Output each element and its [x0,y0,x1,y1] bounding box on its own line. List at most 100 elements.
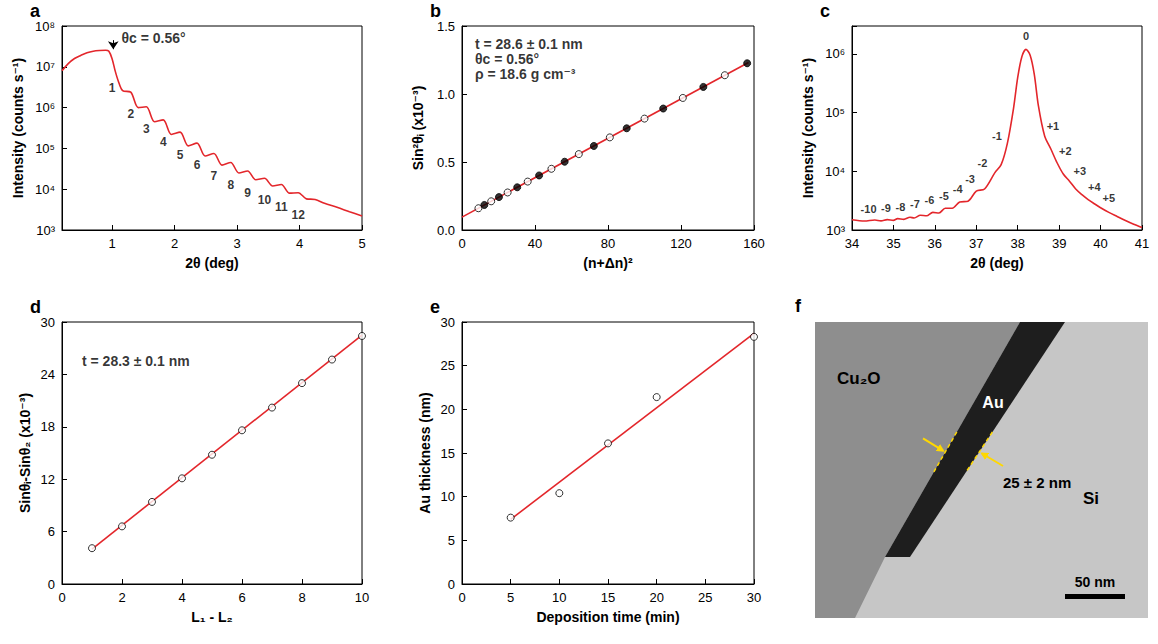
svg-text:0.5: 0.5 [437,155,455,170]
svg-text:9: 9 [244,186,251,200]
svg-text:0: 0 [58,590,65,605]
svg-text:0: 0 [1023,30,1029,42]
svg-text:c: c [820,1,830,21]
svg-text:10⁶: 10⁶ [825,46,845,61]
svg-text:(n+Δn)²: (n+Δn)² [583,255,633,271]
svg-text:3: 3 [233,236,240,251]
svg-text:t = 28.6 ± 0.1 nm: t = 28.6 ± 0.1 nm [475,36,583,52]
svg-text:80: 80 [601,236,615,251]
svg-text:5: 5 [177,148,184,162]
svg-text:40: 40 [528,236,542,251]
svg-text:38: 38 [1010,236,1024,251]
svg-text:+4: +4 [1088,181,1101,193]
svg-text:2: 2 [171,236,178,251]
svg-text:-8: -8 [896,201,906,213]
svg-text:30: 30 [441,315,455,330]
svg-text:10⁴: 10⁴ [825,164,845,179]
svg-text:35: 35 [886,236,900,251]
svg-text:+2: +2 [1059,145,1072,157]
svg-text:15: 15 [441,446,455,461]
svg-text:d: d [30,297,41,317]
svg-text:40: 40 [1093,236,1107,251]
svg-text:2: 2 [118,590,125,605]
svg-text:8: 8 [227,178,234,192]
svg-text:Au thickness (nm): Au thickness (nm) [417,392,433,513]
svg-text:10⁶: 10⁶ [35,100,55,115]
svg-text:18: 18 [41,419,55,434]
svg-text:12: 12 [292,208,306,222]
svg-text:-5: -5 [939,190,949,202]
svg-text:20: 20 [441,402,455,417]
svg-text:12: 12 [41,472,55,487]
svg-text:Sinθᵢ-Sinθ₂ (x10⁻³): Sinθᵢ-Sinθ₂ (x10⁻³) [17,393,33,513]
svg-text:+1: +1 [1047,120,1060,132]
svg-text:6: 6 [48,524,55,539]
svg-text:50 nm: 50 nm [1075,574,1115,590]
svg-text:1.0: 1.0 [437,87,455,102]
svg-text:0: 0 [48,577,55,592]
svg-text:10⁵: 10⁵ [35,141,55,156]
svg-text:-9: -9 [881,202,891,214]
svg-text:7: 7 [211,169,218,183]
svg-text:θc = 0.56°: θc = 0.56° [122,30,186,46]
svg-text:37: 37 [969,236,983,251]
svg-text:3: 3 [143,122,150,136]
svg-text:41: 41 [1135,236,1149,251]
svg-text:Au: Au [982,394,1003,411]
svg-text:4: 4 [160,135,167,149]
svg-text:L₁ - L₂: L₁ - L₂ [191,609,233,625]
svg-text:Sin²θᵢ (x10⁻³): Sin²θᵢ (x10⁻³) [410,86,426,171]
svg-text:8: 8 [298,590,305,605]
svg-text:5: 5 [448,533,455,548]
svg-text:30: 30 [747,590,761,605]
svg-text:+3: +3 [1074,165,1087,177]
svg-text:Deposition time (min): Deposition time (min) [536,609,679,625]
svg-text:+5: +5 [1103,192,1116,204]
svg-text:Intensity (counts s⁻¹): Intensity (counts s⁻¹) [800,58,816,198]
svg-text:10⁴: 10⁴ [35,182,55,197]
svg-text:Si: Si [1083,489,1099,508]
svg-text:1: 1 [108,236,115,251]
svg-text:4: 4 [296,236,303,251]
svg-text:ρ = 18.6 g cm⁻³: ρ = 18.6 g cm⁻³ [475,66,576,82]
svg-text:θc = 0.56°: θc = 0.56° [475,51,539,67]
svg-text:120: 120 [670,236,692,251]
svg-text:2: 2 [127,107,134,121]
svg-text:-3: -3 [965,173,975,185]
svg-text:1: 1 [109,81,116,95]
svg-text:e: e [430,297,440,317]
svg-text:11: 11 [275,200,288,214]
svg-text:4: 4 [178,590,185,605]
svg-text:30: 30 [41,315,55,330]
svg-text:24: 24 [41,367,55,382]
svg-text:10⁸: 10⁸ [35,19,55,34]
svg-text:20: 20 [649,590,663,605]
svg-text:-7: -7 [910,198,920,210]
svg-text:10³: 10³ [36,223,55,238]
svg-text:Cu₂O: Cu₂O [837,369,880,388]
svg-text:Intensity (counts s⁻¹): Intensity (counts s⁻¹) [10,58,26,198]
svg-text:10⁷: 10⁷ [36,59,55,74]
svg-text:6: 6 [194,158,201,172]
svg-text:-1: -1 [992,130,1002,142]
svg-text:-6: -6 [925,194,935,206]
svg-text:10³: 10³ [826,223,845,238]
svg-text:15: 15 [601,590,615,605]
svg-text:10: 10 [552,590,566,605]
svg-text:34: 34 [845,236,859,251]
svg-text:2θ (deg): 2θ (deg) [970,255,1023,271]
svg-text:0: 0 [448,577,455,592]
svg-text:0.0: 0.0 [437,223,455,238]
svg-text:5: 5 [358,236,365,251]
svg-text:-10: -10 [861,203,877,215]
svg-text:-2: -2 [978,157,988,169]
svg-text:2θ (deg): 2θ (deg) [185,255,238,271]
svg-text:0: 0 [458,236,465,251]
svg-text:25 ± 2 nm: 25 ± 2 nm [1003,474,1071,491]
svg-text:10: 10 [441,489,455,504]
svg-text:5: 5 [507,590,514,605]
svg-text:1.5: 1.5 [437,19,455,34]
svg-text:10: 10 [355,590,369,605]
svg-text:0: 0 [458,590,465,605]
svg-text:t = 28.3 ± 0.1 nm: t = 28.3 ± 0.1 nm [82,353,190,369]
